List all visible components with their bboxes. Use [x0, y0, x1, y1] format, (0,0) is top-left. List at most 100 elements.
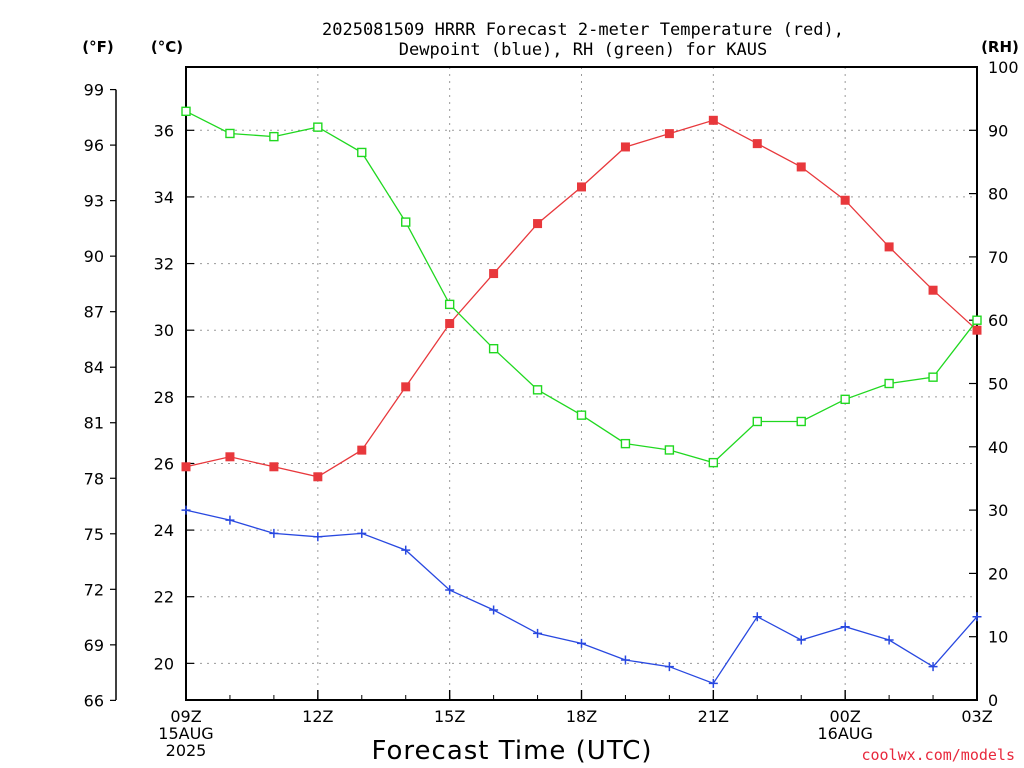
rh-point: [269, 131, 279, 142]
dewpoint-point: [620, 655, 630, 665]
temperature-point: [928, 285, 938, 295]
dewpoint-point: [752, 612, 762, 622]
time-tick-label: 00Z: [830, 707, 861, 726]
chart-title-line-1: 2025081509 HRRR Forecast 2-meter Tempera…: [322, 20, 844, 40]
temperature-point: [664, 129, 674, 139]
temperature-point: [577, 182, 586, 192]
rh-point: [664, 445, 675, 455]
rh-point: [840, 394, 850, 405]
dewpoint-point: [401, 545, 411, 555]
dewpoint-point: [181, 505, 191, 515]
temperature-point: [489, 269, 499, 279]
temperature-point: [972, 325, 982, 335]
time-tick-label: 15AUG: [158, 724, 213, 743]
fahrenheit-tick-label: 78: [84, 469, 104, 488]
dewpoint-point: [664, 662, 674, 672]
dewpoint-point: [577, 638, 586, 648]
celsius-tick-label: 26: [154, 454, 174, 473]
fahrenheit-axis-ticks: 66 69 72 75 78 81 84 87 90 93 96 99: [84, 81, 116, 710]
celsius-tick-label: 32: [154, 255, 174, 274]
dewpoint-point: [972, 612, 982, 622]
grid-lines: [186, 67, 977, 700]
time-tick-label: 21Z: [698, 707, 729, 726]
rh-point: [401, 217, 411, 227]
rh-line: [185, 110, 978, 464]
fahrenheit-tick-label: 96: [84, 136, 104, 155]
time-tick-label: 15Z: [434, 707, 465, 726]
celsius-tick-label: 22: [154, 588, 174, 607]
temperature-point: [401, 382, 411, 392]
dewpoint-point: [357, 528, 367, 538]
rh-tick-label: 80: [988, 185, 1008, 204]
dewpoint-point: [796, 635, 806, 645]
temperature-point: [884, 242, 894, 252]
fahrenheit-unit-label: (°F): [82, 38, 113, 56]
dewpoint-series: [181, 505, 982, 688]
rh-point: [532, 385, 543, 395]
axes: [115, 66, 978, 701]
temperature-point: [620, 142, 630, 152]
rh-tick-label: 70: [988, 248, 1008, 267]
celsius-unit-label: (°C): [151, 38, 183, 56]
data-series: [181, 106, 982, 688]
credit-text: coolwx.com/models: [861, 746, 1015, 764]
fahrenheit-tick-label: 84: [84, 358, 104, 377]
fahrenheit-tick-label: 93: [84, 192, 104, 211]
temperature-point: [313, 472, 323, 482]
temperature-point: [225, 452, 235, 462]
rh-point: [708, 457, 719, 468]
fahrenheit-tick-label: 66: [84, 691, 104, 710]
temperature-point: [357, 445, 367, 455]
rh-tick-label: 90: [988, 121, 1008, 140]
fahrenheit-tick-label: 69: [84, 636, 104, 655]
time-tick-label: 16AUG: [817, 724, 872, 743]
chart-title-line-2: Dewpoint (blue), RH (green) for KAUS: [399, 40, 767, 60]
temperature-point: [445, 319, 455, 329]
celsius-tick-label: 36: [154, 121, 174, 140]
rh-point: [884, 378, 894, 389]
dewpoint-point: [489, 605, 499, 615]
rh-series: [181, 106, 982, 468]
dewpoint-point: [225, 515, 235, 525]
dewpoint-point: [928, 662, 938, 672]
rh-point: [576, 410, 587, 420]
time-tick-label: 2025: [166, 741, 207, 760]
dewpoint-point: [313, 532, 323, 542]
celsius-tick-label: 20: [154, 654, 174, 673]
temperature-point: [796, 162, 806, 172]
fahrenheit-tick-label: 90: [84, 247, 104, 266]
dewpoint-point: [269, 528, 279, 538]
dewpoint-point: [884, 635, 894, 645]
rh-point: [444, 299, 455, 310]
temperature-point: [269, 462, 279, 472]
time-tick-label: 09Z: [170, 707, 201, 726]
rh-point: [972, 315, 982, 325]
rh-point: [796, 416, 806, 427]
temperature-point: [708, 115, 718, 125]
rh-tick-label: 20: [988, 564, 1008, 583]
rh-tick-label: 0: [988, 691, 998, 710]
rh-point: [225, 128, 235, 139]
rh-point: [313, 122, 323, 132]
celsius-tick-label: 28: [154, 388, 174, 407]
dewpoint-point: [445, 585, 455, 595]
temperature-point: [752, 139, 762, 149]
celsius-tick-label: 24: [154, 521, 174, 540]
celsius-tick-label: 30: [154, 321, 174, 340]
rh-point: [620, 438, 631, 449]
temperature-point: [840, 195, 850, 205]
fahrenheit-tick-label: 75: [84, 525, 104, 544]
rh-tick-label: 40: [988, 438, 1008, 457]
rh-tick-label: 60: [988, 311, 1008, 330]
temperature-series: [181, 115, 982, 482]
fahrenheit-tick-label: 81: [84, 414, 104, 433]
time-tick-label: 12Z: [302, 707, 333, 726]
rh-unit-label: (RH): [981, 38, 1019, 56]
temperature-point: [533, 219, 543, 229]
rh-point: [357, 147, 367, 158]
dewpoint-point: [708, 678, 718, 688]
rh-tick-label: 30: [988, 501, 1008, 520]
fahrenheit-tick-label: 87: [84, 303, 104, 322]
